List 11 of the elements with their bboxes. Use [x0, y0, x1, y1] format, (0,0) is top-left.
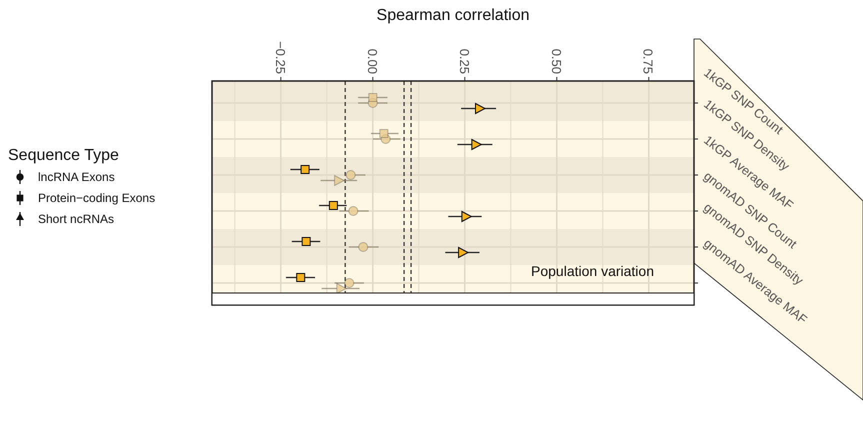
annotation: Population variation [531, 263, 654, 279]
legend-title: Sequence Type [8, 147, 120, 164]
x-tick-label: 0.25 [456, 48, 472, 74]
legend-label: Protein−coding Exons [38, 191, 156, 205]
x-tick-label: 0.00 [364, 48, 380, 74]
legend-label: Short ncRNAs [38, 212, 114, 226]
legend-label: lncRNA Exons [38, 170, 115, 184]
x-tick-label: −0.25 [272, 41, 288, 74]
x-tick-label: 0.75 [640, 48, 656, 74]
x-axis-title: Spearman correlation [376, 7, 530, 24]
x-tick-label: 0.50 [548, 48, 564, 74]
